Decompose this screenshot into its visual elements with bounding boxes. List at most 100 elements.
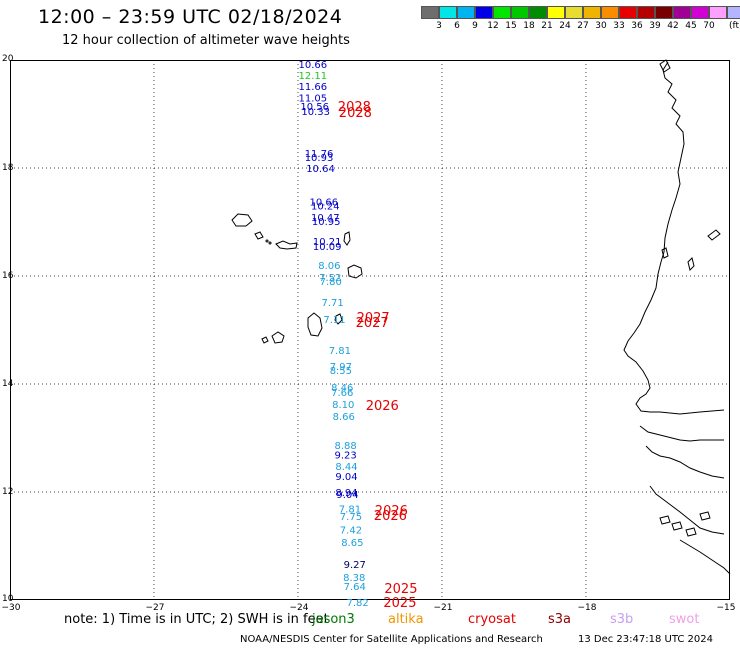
- x-tick-label-minus18: −18: [577, 603, 597, 613]
- legend-swatch: [493, 6, 511, 19]
- x-tick-label-minus15: −15: [716, 603, 736, 613]
- wave-height-label: 8.88: [335, 441, 357, 452]
- wave-height-label: 10.33: [301, 107, 330, 118]
- wave-height-label: 9.23: [335, 451, 357, 462]
- footer-credit: NOAA/NESDIS Center for Satellite Applica…: [240, 634, 543, 645]
- legend-label: 27: [577, 21, 589, 31]
- wave-height-label: 10.21: [313, 237, 342, 248]
- legend-swatch: [709, 6, 727, 19]
- legend-label: 36: [631, 21, 643, 31]
- legend-label: 15: [505, 21, 517, 31]
- legend-label: 18: [523, 21, 535, 31]
- wave-height-label: 7.42: [340, 525, 362, 536]
- wave-height-label: 9.04: [335, 472, 357, 483]
- y-tick-label-14: 14: [2, 379, 14, 389]
- coast-island-c: [661, 247, 669, 259]
- legend-swatch: [727, 6, 740, 19]
- wave-height-label: 8.65: [341, 538, 363, 549]
- santiago-island: [307, 312, 323, 337]
- wave-height-label: 10.93: [305, 153, 334, 164]
- legend-swatches: [421, 6, 740, 19]
- wave-height-label: 7.75: [340, 512, 362, 523]
- time-label: 2026: [374, 509, 407, 524]
- wave-height-label: 7.64: [344, 582, 366, 593]
- x-tick-label-minus27: −27: [145, 603, 165, 613]
- wave-height-label: 10.66: [299, 60, 328, 71]
- gambia-guinea-bissau-coast: [639, 425, 725, 535]
- y-tick-label-16: 16: [2, 271, 14, 281]
- satellite-label-altika: altika: [388, 612, 424, 627]
- wave-height-label: 7.11: [323, 315, 345, 326]
- wave-height-label: 7.82: [347, 598, 369, 609]
- legend-swatch: [655, 6, 673, 19]
- legend-label: 3: [436, 21, 442, 31]
- wave-height-label: 7.71: [322, 298, 344, 309]
- sao-vicente-island: [254, 231, 264, 240]
- wave-height-label: 9.27: [344, 560, 366, 571]
- legend-unit: (ft): [729, 21, 740, 31]
- wave-height-label: 7.52: [319, 273, 341, 284]
- legend-swatch: [439, 6, 457, 19]
- wave-height-label: 9.04: [336, 490, 358, 501]
- wave-height-label: 11.05: [299, 93, 328, 104]
- note-text: note: 1) Time is in UTC; 2) SWH is in fe…: [64, 612, 329, 627]
- y-tick-label-20: 20: [2, 54, 14, 64]
- legend-label: 42: [667, 21, 679, 31]
- wave-height-label: 7.66: [331, 388, 353, 399]
- y-tick-label-18: 18: [2, 163, 14, 173]
- fogo-island: [271, 331, 285, 344]
- santo-antao-island: [231, 213, 253, 227]
- wave-height-label: 10.09: [313, 242, 342, 253]
- wave-height-label: 10.47: [311, 213, 340, 224]
- legend-swatch: [421, 6, 439, 19]
- wave-height-label: 7.81: [329, 346, 351, 357]
- y-tick-label-12: 12: [2, 487, 14, 497]
- wave-height-label: 7.97: [330, 362, 352, 373]
- wave-height-label: 10.24: [311, 201, 340, 212]
- legend-swatch: [457, 6, 475, 19]
- x-tick-label-minus21: −21: [433, 603, 453, 613]
- x-tick-label-minus24: −24: [289, 603, 309, 613]
- time-label: 2025: [383, 596, 416, 611]
- legend-swatch: [619, 6, 637, 19]
- legend-swatch: [601, 6, 619, 19]
- legend-label: 45: [685, 21, 697, 31]
- time-label: 2028: [339, 106, 372, 121]
- wave-height-label: 8.06: [318, 261, 340, 272]
- time-label: 2025: [384, 582, 417, 597]
- legend-swatch: [637, 6, 655, 19]
- coast-island-a: [707, 229, 721, 241]
- wave-height-label: 8.38: [343, 573, 365, 584]
- brava-island: [261, 336, 269, 344]
- legend-label: 70: [703, 21, 715, 31]
- wave-height-label: 10.66: [310, 198, 339, 209]
- wave-height-label: 8.46: [331, 383, 353, 394]
- wave-height-label: 10.64: [306, 164, 335, 175]
- legend-swatch: [565, 6, 583, 19]
- wave-height-label: 8.94: [335, 488, 357, 499]
- legend-swatch: [673, 6, 691, 19]
- time-label: 2027: [356, 316, 389, 331]
- chart-title: 12:00 – 23:59 UTC 02/18/2024: [38, 6, 343, 28]
- satellite-label-cryosat: cryosat: [468, 612, 516, 627]
- legend-label: 33: [613, 21, 625, 31]
- legend-swatch: [475, 6, 493, 19]
- wave-height-label: 10.56: [300, 102, 329, 113]
- bijagos-islands: [659, 511, 711, 537]
- legend-label: 24: [559, 21, 571, 31]
- sao-nicolau-island: [275, 240, 298, 250]
- wave-height-label: 8.55: [330, 366, 352, 377]
- time-label: 2026: [375, 504, 408, 519]
- legend-swatch: [547, 6, 565, 19]
- satellite-label-jason3: jason3: [312, 612, 355, 627]
- legend-labels: 3 6 9 12 15 18 21 24 27 30 33 36 39 42 45 70: [421, 21, 740, 33]
- x-tick-label-minus30: −30: [1, 603, 21, 613]
- legend-label: 6: [454, 21, 460, 31]
- legend-label: 30: [595, 21, 607, 31]
- african-coastline: [623, 59, 731, 575]
- wave-height-label: 7.81: [339, 505, 361, 516]
- map-frame: [10, 60, 730, 600]
- legend-swatch: [529, 6, 547, 19]
